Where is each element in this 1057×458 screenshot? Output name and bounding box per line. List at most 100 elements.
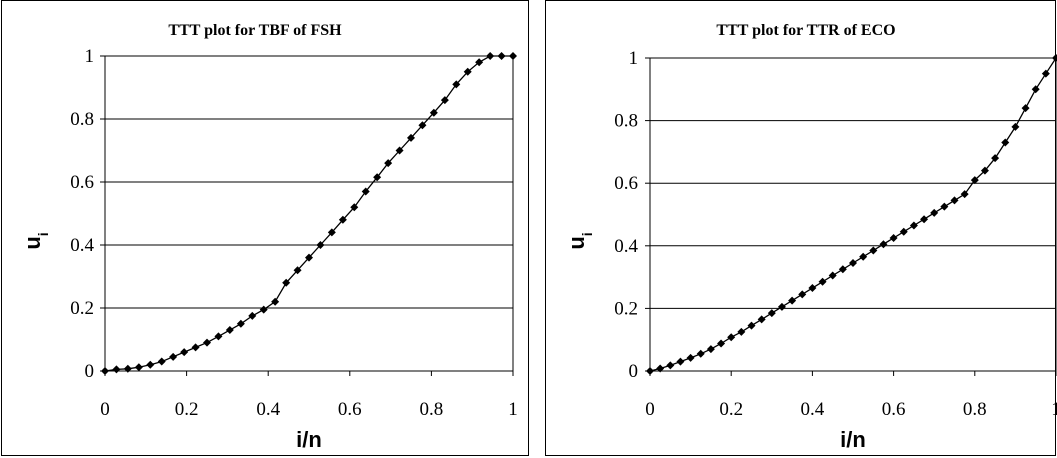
fsh-y-tick-label: 0	[85, 361, 95, 382]
eco-data-point	[798, 290, 807, 299]
eco-data-point	[940, 202, 949, 211]
fsh-data-point	[157, 357, 166, 366]
eco-data-point	[696, 349, 705, 358]
fsh-data-point	[236, 319, 245, 328]
eco-data-point	[960, 190, 969, 199]
fsh-data-point	[316, 241, 325, 249]
eco-data-point	[737, 327, 746, 336]
eco-data-point	[838, 265, 847, 274]
eco-data-point	[859, 252, 868, 261]
fsh-data-point	[191, 343, 200, 352]
fsh-y-axis-title: ui	[20, 232, 51, 249]
eco-x-tick-label: 0.6	[882, 399, 906, 420]
eco-y-tick-label: 0.2	[614, 298, 638, 319]
fsh-data-point	[384, 159, 393, 168]
eco-data-point	[1011, 122, 1020, 131]
fsh-y-tick-label: 0.4	[70, 235, 94, 256]
eco-data-point	[909, 221, 918, 230]
eco-data-point	[808, 284, 817, 293]
eco-data-point	[889, 233, 898, 242]
eco-data-point	[980, 166, 989, 175]
eco-chart-title: TTT plot for TTR of ECO	[716, 22, 895, 39]
eco-series-line	[649, 57, 1057, 372]
eco-data-point	[777, 302, 786, 311]
fsh-data-point	[271, 297, 280, 306]
fsh-y-tick-label: 0.2	[70, 298, 94, 319]
eco-plot-area	[649, 57, 1057, 372]
fsh-data-point	[293, 266, 302, 275]
fsh-data-point	[407, 133, 415, 142]
eco-data-point	[1021, 104, 1030, 113]
eco-data-point	[1041, 69, 1050, 78]
fsh-x-tick-label: 0.4	[256, 399, 280, 420]
fsh-y-tick-label: 0.8	[70, 109, 94, 130]
eco-data-point	[666, 361, 675, 370]
fsh-data-point	[180, 348, 189, 357]
eco-x-tick-label: 1	[1051, 399, 1057, 420]
fsh-chart-title: TTT plot for TBF of FSH	[168, 22, 342, 39]
eco-data-point	[1031, 85, 1040, 94]
eco-data-point	[656, 364, 665, 373]
fsh-data-point	[327, 228, 336, 237]
fsh-x-tick-label: 0	[100, 399, 110, 420]
fsh-data-point	[452, 80, 461, 89]
eco-data-point	[717, 339, 726, 348]
fsh-x-tick-label: 0.8	[420, 399, 444, 420]
fsh-data-point	[134, 363, 143, 372]
eco-data-point	[1001, 138, 1010, 147]
eco-data-point	[788, 296, 797, 305]
eco-data-point	[818, 277, 827, 286]
fsh-data-point	[259, 305, 268, 314]
eco-data-point	[767, 309, 776, 318]
eco-data-point	[706, 345, 715, 354]
eco-data-point	[950, 196, 959, 205]
eco-data-point	[676, 357, 685, 366]
fsh-x-tick-label: 0.6	[338, 399, 362, 420]
chart-fsh-svg: TTT plot for TBF of FSH 0 0.2 0.4 0.6 0.8 1 0 0.…	[20, 22, 518, 452]
fsh-data-point	[305, 253, 313, 262]
eco-data-point	[991, 154, 1000, 163]
fsh-x-axis-title: i/n	[296, 427, 322, 452]
eco-y-tick-label: 0.6	[614, 173, 638, 194]
fsh-data-point	[248, 311, 257, 320]
fsh-data-point	[350, 203, 359, 212]
eco-data-point	[930, 208, 939, 217]
fsh-data-point	[225, 326, 234, 335]
eco-data-point	[970, 176, 979, 185]
fsh-data-point	[373, 173, 382, 182]
eco-data-point	[899, 227, 908, 236]
eco-data-point	[747, 321, 756, 330]
fsh-data-point	[475, 58, 484, 67]
eco-x-tick-label: 0.8	[963, 399, 987, 420]
eco-x-tick-label: 0.2	[719, 399, 743, 420]
fsh-series-line	[104, 55, 513, 372]
fsh-data-point	[509, 52, 517, 60]
eco-data-point	[1052, 54, 1057, 62]
eco-data-point	[686, 353, 695, 362]
fsh-data-point	[146, 360, 155, 369]
fsh-data-point	[486, 52, 495, 60]
eco-data-point	[727, 333, 736, 342]
fsh-data-point	[395, 146, 404, 155]
eco-x-tick-label: 0	[645, 399, 655, 420]
fsh-data-point	[463, 67, 472, 76]
chart-eco-svg: TTT plot for TTR of ECO 0 0.2 0.4 0.6 0.8 1 0 0.…	[564, 22, 1057, 452]
fsh-data-point	[282, 278, 291, 287]
eco-data-point	[757, 315, 766, 324]
eco-data-point	[828, 271, 837, 280]
eco-y-tick-label: 0.8	[614, 111, 638, 132]
eco-data-point	[920, 215, 929, 224]
eco-y-axis-title: ui	[564, 232, 595, 249]
eco-y-tick-label: 1	[629, 48, 639, 69]
eco-x-axis-title: i/n	[840, 427, 866, 452]
eco-data-point	[869, 246, 878, 255]
eco-y-tick-label: 0.4	[614, 236, 638, 257]
eco-data-point	[849, 259, 857, 268]
eco-x-tick-label: 0.4	[801, 399, 825, 420]
fsh-data-point	[418, 121, 427, 130]
fsh-data-point	[361, 187, 370, 196]
fsh-data-point	[214, 332, 223, 341]
eco-y-tick-label: 0	[629, 361, 639, 382]
eco-data-point	[646, 367, 654, 375]
fsh-plot-area	[104, 55, 514, 372]
